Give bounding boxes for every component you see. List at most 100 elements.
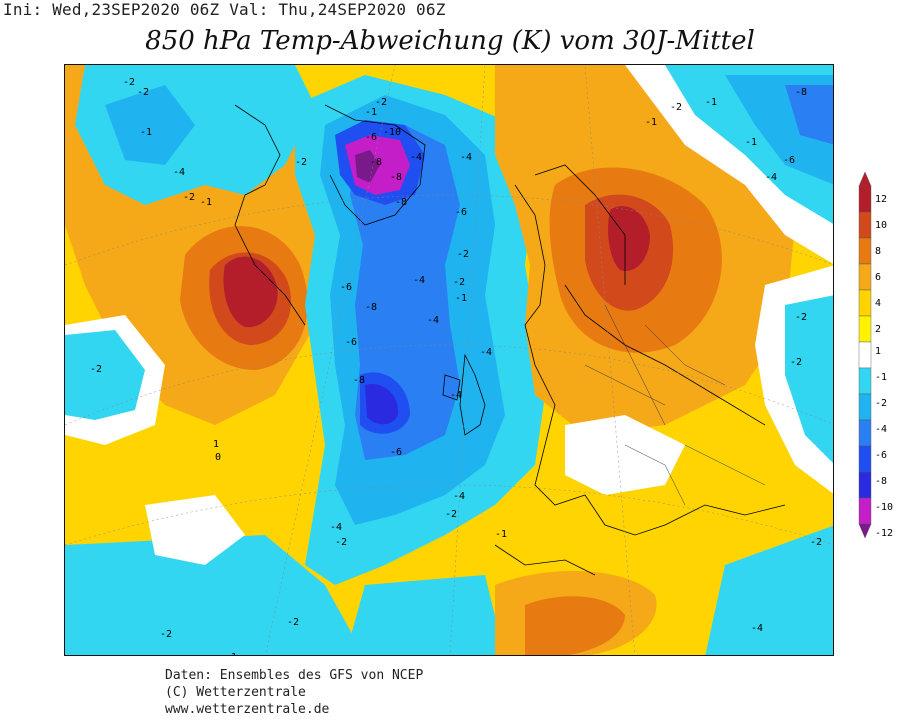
legend-label: -2 (875, 398, 887, 409)
anomaly-map: -2 -2 -1 -4 -2 -1 -2 -1 -2 -4 -6 -8 -10 … (64, 64, 834, 656)
legend-swatch (858, 315, 872, 343)
contour-label: -2 (810, 537, 822, 548)
legend-swatch (858, 471, 872, 499)
coastlines (234, 104, 786, 576)
contour-label: -2 (335, 537, 347, 548)
footer-url[interactable]: www.wetterzentrale.de (165, 702, 330, 717)
contour-labels: -2 -2 -1 -4 -2 -1 -2 -1 -2 -4 -6 -8 -10 … (90, 77, 822, 656)
footer-copyright: (C) Wetterzentrale (165, 685, 306, 700)
contour-label: -4 (765, 172, 777, 183)
contour-label: -6 (455, 207, 467, 218)
legend-bar: 12 10 8 6 4 2 1 -1 -2 -4 -6 -8 -10 -12 (858, 172, 893, 539)
cold-core-arctic-west (105, 85, 195, 165)
legend-label: 1 (875, 346, 881, 357)
legend-swatch (858, 419, 872, 447)
contour-label: -6 (345, 337, 357, 348)
contour-label: -8 (370, 157, 382, 168)
cold-area-southwest (65, 535, 364, 655)
valid-time: Thu,24SEP2020 06Z (278, 0, 446, 19)
contour-label: -1 (645, 117, 657, 128)
contour-label: -6 (390, 447, 402, 458)
cold-area-south (345, 575, 505, 655)
contour-label: -8 (365, 302, 377, 313)
contour-label: -2 (160, 629, 172, 640)
run-info: Ini: Wed,23SEP2020 06Z Val: Thu,24SEP202… (3, 0, 446, 19)
contour-label: -10 (383, 127, 401, 138)
contour-label: -4 (173, 167, 185, 178)
legend-label: -4 (875, 424, 887, 435)
contour-label: -4 (450, 390, 462, 401)
legend-label: 12 (875, 194, 887, 205)
map-canvas: -2 -2 -1 -4 -2 -1 -2 -1 -2 -4 -6 -8 -10 … (65, 65, 833, 656)
legend-swatch (858, 211, 872, 239)
graticule (65, 65, 833, 655)
contour-label: -1 (455, 293, 467, 304)
legend-label: -8 (875, 476, 887, 487)
legend-swatch (858, 393, 872, 421)
legend-swatch (858, 445, 872, 473)
contour-label: 0 (215, 452, 221, 463)
map-title: 850 hPa Temp-Abweichung (K) vom 30J-Mitt… (145, 26, 755, 56)
cold-patch-west (65, 330, 145, 420)
legend-label: 8 (875, 246, 881, 257)
warm-core-africa (525, 596, 625, 655)
contour-label: -8 (795, 87, 807, 98)
legend-label: 2 (875, 324, 881, 335)
contour-label: -8 (353, 375, 365, 386)
contour-label: -1 (200, 197, 212, 208)
contour-label: -2 (790, 357, 802, 368)
legend-swatch (858, 289, 872, 317)
contour-label: -6 (783, 155, 795, 166)
contour-label: -4 (453, 491, 465, 502)
contour-label: -8 (390, 172, 402, 183)
legend-label: 10 (875, 220, 887, 231)
cold-max-northeast (785, 85, 833, 145)
contour-label: -4 (751, 623, 763, 634)
contour-label: -1 (705, 97, 717, 108)
legend-label: -6 (875, 450, 887, 461)
legend-label: 6 (875, 272, 881, 283)
legend-swatch (858, 367, 872, 395)
legend-swatch (858, 497, 872, 525)
warm-extreme-scandinavia (608, 206, 650, 271)
init-time: Wed,23SEP2020 06Z (52, 0, 220, 19)
contour-label: -4 (413, 275, 425, 286)
cold-extreme-greenland (355, 150, 380, 183)
contour-label: -1 (225, 652, 237, 656)
contour-label: 1 (213, 439, 219, 450)
legend-swatch (858, 263, 872, 291)
contour-label: -2 (445, 509, 457, 520)
contour-label: -6 (340, 282, 352, 293)
legend-label: 4 (875, 298, 881, 309)
contour-label: -4 (330, 522, 342, 533)
contour-label: -2 (453, 277, 465, 288)
neutral-area-mediterranean (565, 415, 685, 495)
contour-label: -1 (495, 529, 507, 540)
contour-label: -1 (365, 107, 377, 118)
legend-label: -10 (875, 502, 893, 513)
contour-label: -4 (410, 152, 422, 163)
contour-label: -6 (365, 132, 377, 143)
contour-label: -4 (480, 347, 492, 358)
cold-area-east (785, 295, 833, 463)
contour-label: -2 (123, 77, 135, 88)
contour-label: -8 (395, 197, 407, 208)
footer-credits: Daten: Ensembles des GFS von NCEP (C) We… (165, 667, 423, 718)
cold-max-atlantic-inner (365, 384, 399, 425)
contour-label: -4 (460, 152, 472, 163)
contour-label: -2 (287, 617, 299, 628)
contour-label: -2 (137, 87, 149, 98)
contour-label: -2 (670, 102, 682, 113)
color-legend: 12 10 8 6 4 2 1 -1 -2 -4 -6 -8 -10 -12 (856, 172, 900, 552)
contour-label: -2 (183, 192, 195, 203)
contour-label: -2 (295, 157, 307, 168)
country-borders (584, 304, 766, 506)
legend-swatch (858, 185, 872, 213)
init-label: Ini: (3, 0, 43, 19)
contour-label: -4 (427, 315, 439, 326)
legend-cap-top (858, 172, 872, 187)
contour-label: -1 (140, 127, 152, 138)
footer-data-source: Daten: Ensembles des GFS von NCEP (165, 668, 424, 683)
cold-area-southeast (705, 525, 833, 655)
legend-label: -1 (875, 372, 887, 383)
